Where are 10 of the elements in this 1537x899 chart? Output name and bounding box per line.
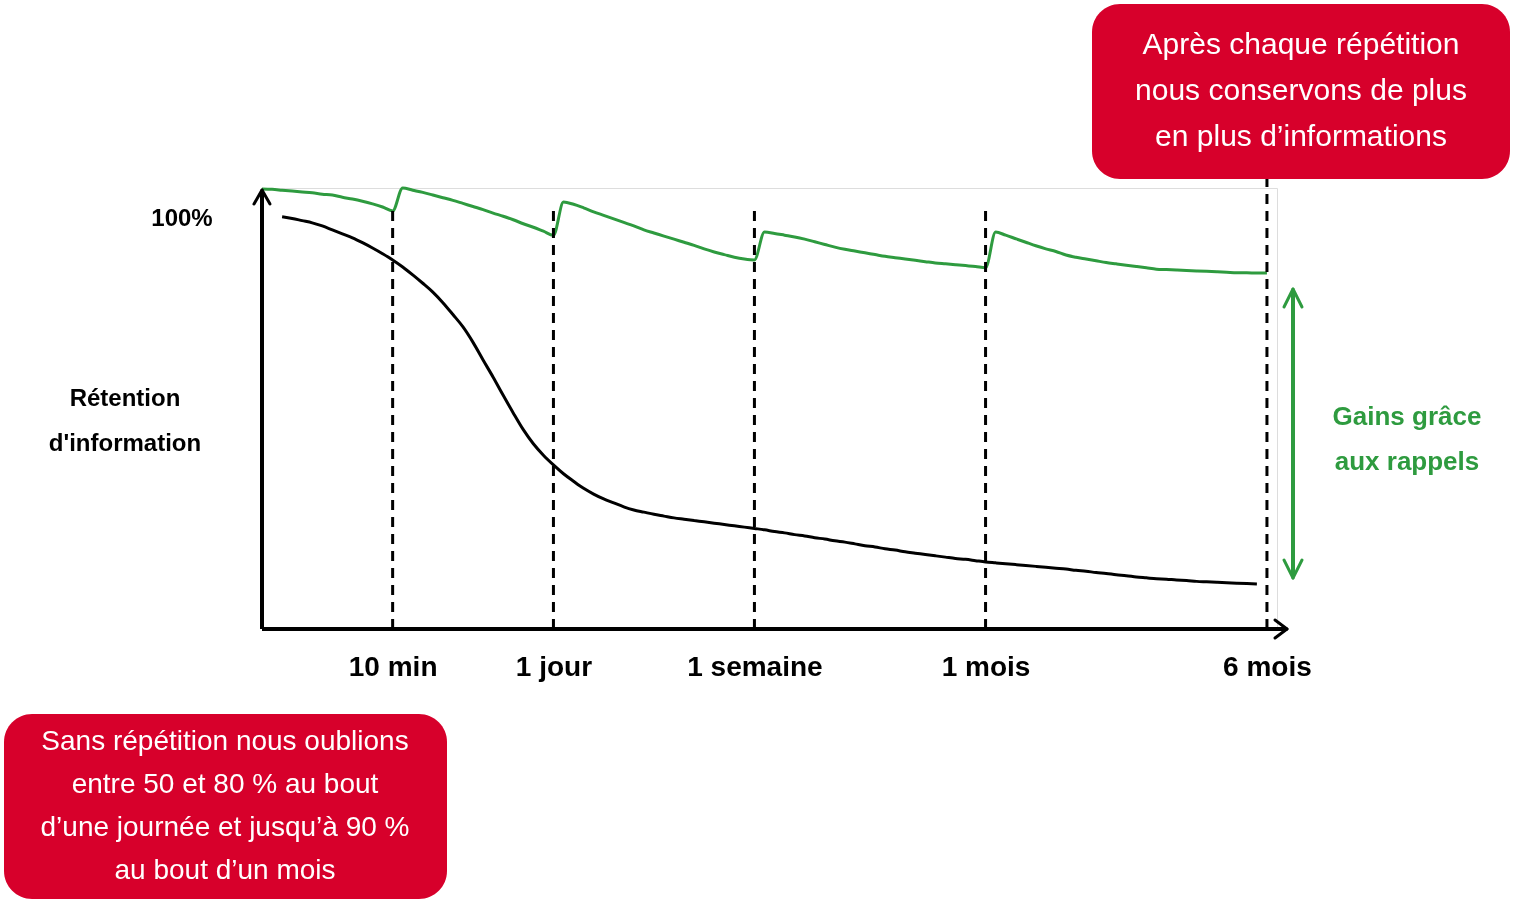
text: Sans répétition nous oublions entre 50 et 80 % au bout d’une journée et jusqu’à 90 % au bout d’un mois — [40, 724, 410, 885]
text: Gains grâce aux rappels — [1332, 400, 1482, 476]
x-tick-label: 1 mois — [941, 650, 1031, 682]
x-tick-label: 10 min — [348, 650, 438, 682]
text: Après chaque répétition nous conservons de plus en plus d’informations — [1135, 27, 1467, 152]
x-tick-label: 6 mois — [1223, 650, 1312, 682]
text: 100% — [151, 204, 213, 231]
x-tick-label: 1 semaine — [687, 650, 823, 682]
y-axis-title: Rétention d'information — [48, 383, 202, 456]
x-tick-label: 1 jour — [515, 650, 593, 682]
